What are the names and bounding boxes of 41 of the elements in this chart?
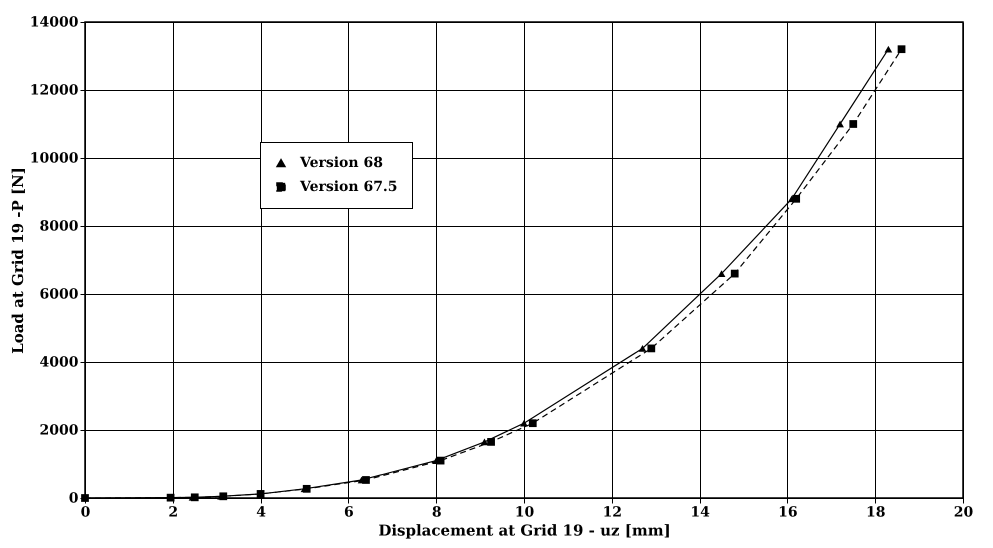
point <box>190 493 199 502</box>
point <box>487 438 495 446</box>
point <box>792 194 800 203</box>
x-tick-label: 12 <box>602 504 622 520</box>
point <box>730 270 739 278</box>
point <box>219 492 228 500</box>
y-tick-label: 6000 <box>40 286 79 302</box>
point <box>849 120 858 128</box>
y-tick-label: 10000 <box>30 150 79 166</box>
x-axis-title: Displacement at Grid 19 - uz [mm] <box>378 522 671 540</box>
point <box>898 45 906 54</box>
y-tick-label: 2000 <box>40 422 79 438</box>
y-tick-label: 14000 <box>30 14 79 30</box>
point <box>638 345 646 352</box>
x-tick-label: 20 <box>954 504 974 520</box>
x-tick-label: 4 <box>256 504 266 520</box>
legend-label: Version 67.5 <box>299 179 398 195</box>
point <box>718 270 726 277</box>
x-tick-label: 6 <box>344 504 354 520</box>
y-axis-title: Load at Grid 19 -P [N] <box>8 167 27 354</box>
x-tick-label: 10 <box>514 504 534 520</box>
x-tick-label: 16 <box>778 504 798 520</box>
point <box>480 438 488 446</box>
y-tick-label: 4000 <box>40 354 79 370</box>
y-tick-label: 8000 <box>40 218 79 234</box>
point <box>362 476 370 484</box>
y-tick-label: 0 <box>68 490 79 506</box>
legend-label: Version 68 <box>299 155 383 171</box>
x-tick-label: 8 <box>432 504 442 520</box>
x-tick-label: 0 <box>80 504 91 520</box>
point <box>884 46 892 53</box>
point <box>436 456 444 464</box>
point <box>647 344 656 352</box>
y-tick-label: 12000 <box>30 82 79 98</box>
x-tick-label: 2 <box>168 504 178 520</box>
point <box>528 419 537 428</box>
point <box>520 420 528 427</box>
point <box>302 484 311 493</box>
x-tick-label: 18 <box>866 504 886 520</box>
x-tick-label: 14 <box>690 504 710 520</box>
point <box>836 120 844 128</box>
